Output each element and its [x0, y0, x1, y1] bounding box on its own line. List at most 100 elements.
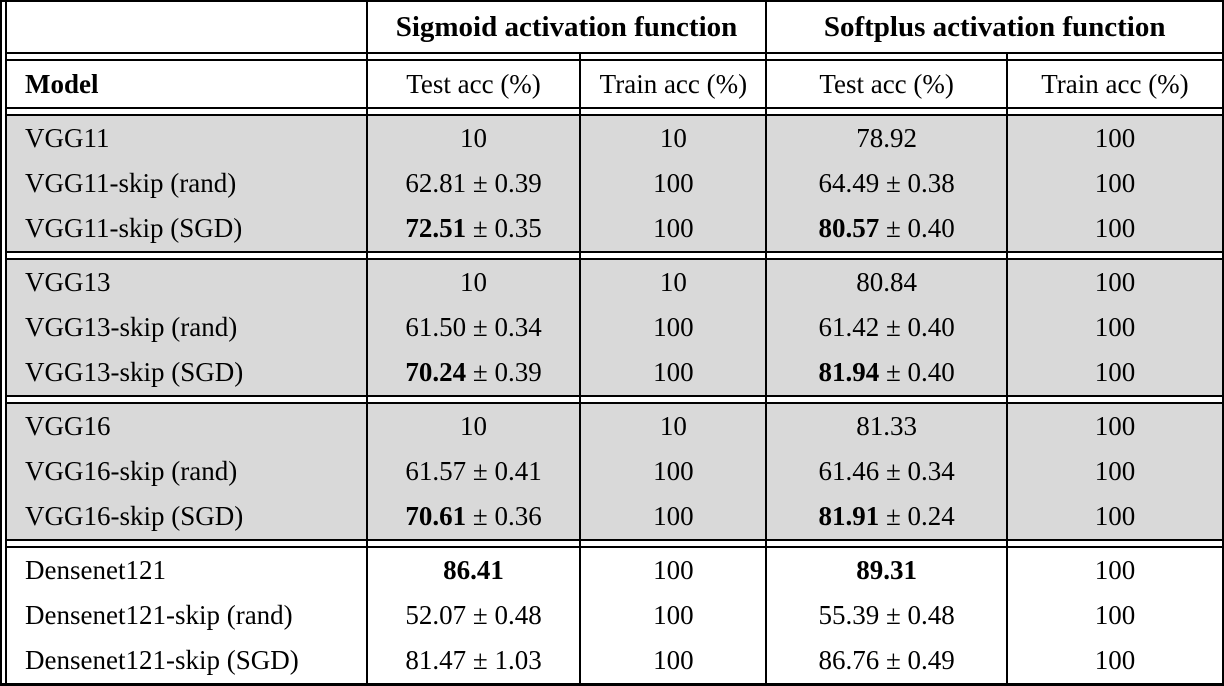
value-text: 64.49 [818, 168, 880, 198]
table-row: VGG11-skip (rand) 62.81 ± 0.39 100 64.49 ± … [7, 161, 1222, 206]
activation-header-row: Sigmoid activation function Softplus act… [7, 2, 1222, 53]
value-cell: 100 [579, 494, 767, 540]
separator-cell [579, 539, 767, 548]
value-cell: 70.61 ± 0.36 [365, 494, 581, 540]
value-cell: 100 [1005, 593, 1222, 638]
separator-cell [7, 251, 367, 260]
value-text: 61.46 [818, 456, 880, 486]
value-cell: 100 [579, 547, 767, 593]
value-text: 61.42 [818, 312, 880, 342]
separator-cell [1005, 251, 1222, 260]
softplus-train-acc-header: Train acc (%) [1005, 60, 1222, 108]
value-text: 70.24 [405, 357, 467, 387]
value-cell: 10 [365, 259, 581, 305]
value-cell: 55.39 ± 0.48 [765, 593, 1007, 638]
value-text: 81.94 [818, 357, 880, 387]
table-row: VGG13 10 10 80.84 100 [7, 259, 1222, 305]
value-text: 78.92 [856, 123, 917, 153]
value-cell: 61.46 ± 0.34 [765, 449, 1007, 494]
value-cell: 52.07 ± 0.48 [365, 593, 581, 638]
table-row: VGG11 10 10 78.92 100 [7, 115, 1222, 161]
model-cell: VGG13-skip (rand) [7, 305, 367, 350]
separator-cell [579, 52, 767, 61]
separator-cell [579, 107, 767, 116]
separator-cell [579, 395, 767, 404]
value-cell: 100 [1005, 259, 1222, 305]
double-rule-separator [7, 539, 1222, 548]
table-row: Densenet121 86.41 100 89.31 100 [7, 547, 1222, 593]
double-rule-separator [7, 251, 1222, 260]
model-cell: Densenet121-skip (rand) [7, 593, 367, 638]
value-text: 10 [659, 411, 687, 441]
value-text: 10 [659, 123, 687, 153]
separator-cell [579, 251, 767, 260]
double-rule-separator [7, 107, 1222, 116]
results-table: Sigmoid activation function Softplus act… [7, 2, 1222, 683]
table-row: VGG16-skip (rand) 61.57 ± 0.41 100 61.46 ± … [7, 449, 1222, 494]
separator-cell [765, 251, 1007, 260]
separator-cell [7, 52, 367, 61]
table-row: VGG13-skip (rand) 61.50 ± 0.34 100 61.42 ± … [7, 305, 1222, 350]
value-text: 100 [653, 213, 694, 243]
empty-header-cell [7, 2, 367, 53]
value-cell: 100 [1005, 638, 1222, 683]
table-row: Densenet121-skip (rand) 52.07 ± 0.48 100 55… [7, 593, 1222, 638]
value-text: 86.76 [818, 645, 880, 675]
table-header: Sigmoid activation function Softplus act… [7, 2, 1222, 116]
value-cell: 100 [1005, 449, 1222, 494]
value-text: 86.41 [443, 555, 504, 585]
value-cell: 80.84 [765, 259, 1007, 305]
value-text: 100 [1094, 168, 1136, 198]
value-text: 100 [1094, 501, 1136, 531]
separator-cell [7, 395, 367, 404]
value-text: 10 [460, 411, 488, 441]
value-cell: 61.50 ± 0.34 [365, 305, 581, 350]
value-text: 100 [1094, 357, 1136, 387]
value-text: 52.07 [405, 600, 467, 630]
value-cell: 64.49 ± 0.38 [765, 161, 1007, 206]
value-text: 62.81 [405, 168, 467, 198]
separator-cell [765, 52, 1007, 61]
value-cell: 10 [579, 403, 767, 449]
value-cell: 100 [579, 350, 767, 396]
value-cell: 10 [579, 259, 767, 305]
value-text: 55.39 [818, 600, 880, 630]
sigmoid-group-header: Sigmoid activation function [365, 2, 767, 53]
separator-cell [765, 395, 1007, 404]
separator-cell [365, 395, 581, 404]
value-cell: 61.57 ± 0.41 [365, 449, 581, 494]
separator-cell [365, 52, 581, 61]
value-cell: 70.24 ± 0.39 [365, 350, 581, 396]
model-column-header: Model [7, 60, 367, 108]
value-cell: 100 [1005, 350, 1222, 396]
value-text: 100 [1094, 312, 1136, 342]
value-text: 72.51 [405, 213, 467, 243]
value-text: 100 [653, 645, 694, 675]
value-text: 89.31 [856, 555, 917, 585]
value-text: 10 [460, 267, 488, 297]
separator-cell [1005, 395, 1222, 404]
value-cell: 81.47 ± 1.03 [365, 638, 581, 683]
value-text: 100 [653, 168, 694, 198]
value-cell: 100 [1005, 547, 1222, 593]
separator-cell [7, 539, 367, 548]
value-cell: 10 [365, 115, 581, 161]
model-cell: VGG13-skip (SGD) [7, 350, 367, 396]
separator-cell [1005, 52, 1222, 61]
column-header-row: Model Test acc (%) Train acc (%) Test ac… [7, 60, 1222, 108]
table-row: VGG16 10 10 81.33 100 [7, 403, 1222, 449]
value-text: 100 [1094, 456, 1136, 486]
value-text: 81.47 [405, 645, 467, 675]
value-cell: 100 [1005, 161, 1222, 206]
value-text: 100 [653, 555, 694, 585]
value-cell: 100 [579, 161, 767, 206]
value-text: 61.57 [405, 456, 467, 486]
value-text: 80.57 [818, 213, 880, 243]
value-cell: 100 [579, 206, 767, 252]
value-cell: 86.41 [365, 547, 581, 593]
model-cell: VGG11 [7, 115, 367, 161]
model-cell: Densenet121 [7, 547, 367, 593]
value-text: 70.61 [405, 501, 467, 531]
model-cell: VGG16 [7, 403, 367, 449]
value-text: 100 [653, 501, 694, 531]
